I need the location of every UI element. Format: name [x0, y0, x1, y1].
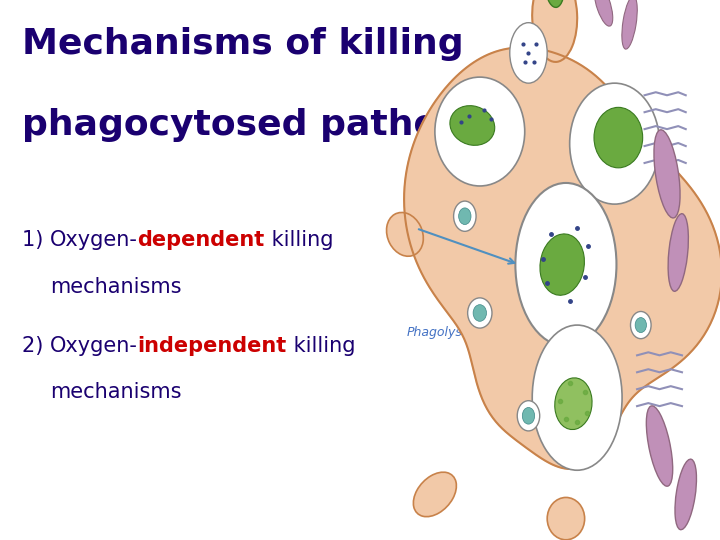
Text: Oxygen-: Oxygen-	[50, 230, 138, 251]
Text: killing: killing	[287, 335, 355, 356]
Ellipse shape	[473, 305, 487, 321]
Text: dependent: dependent	[138, 230, 265, 251]
Circle shape	[532, 325, 622, 470]
Polygon shape	[404, 48, 720, 469]
Ellipse shape	[570, 83, 660, 204]
Ellipse shape	[622, 0, 637, 49]
Text: independent: independent	[138, 335, 287, 356]
Circle shape	[516, 183, 616, 346]
Ellipse shape	[545, 0, 564, 8]
Ellipse shape	[594, 107, 643, 168]
Ellipse shape	[647, 406, 672, 486]
Ellipse shape	[540, 234, 585, 295]
Text: Phagolysosome: Phagolysosome	[407, 326, 504, 339]
Ellipse shape	[675, 459, 696, 530]
Ellipse shape	[468, 298, 492, 328]
Ellipse shape	[555, 378, 592, 429]
Ellipse shape	[522, 408, 535, 424]
Text: 1): 1)	[22, 230, 50, 251]
Text: Oxygen-: Oxygen-	[50, 335, 138, 356]
Ellipse shape	[654, 130, 680, 218]
Text: 2): 2)	[22, 335, 50, 356]
Text: Mechanisms of killing: Mechanisms of killing	[22, 27, 463, 61]
Text: mechanisms: mechanisms	[50, 277, 182, 298]
Ellipse shape	[450, 106, 495, 145]
Ellipse shape	[594, 0, 613, 26]
Ellipse shape	[517, 401, 540, 431]
Ellipse shape	[635, 318, 647, 333]
Ellipse shape	[435, 77, 525, 186]
Ellipse shape	[454, 201, 476, 231]
Text: phagocytosed pathogens: phagocytosed pathogens	[22, 108, 536, 142]
Ellipse shape	[387, 212, 423, 256]
Ellipse shape	[631, 312, 651, 339]
Ellipse shape	[413, 472, 456, 517]
Ellipse shape	[459, 208, 471, 225]
Ellipse shape	[547, 497, 585, 540]
Text: killing: killing	[265, 230, 333, 251]
Ellipse shape	[532, 0, 577, 62]
Ellipse shape	[668, 214, 688, 291]
Circle shape	[510, 23, 547, 83]
Text: mechanisms: mechanisms	[50, 381, 182, 402]
